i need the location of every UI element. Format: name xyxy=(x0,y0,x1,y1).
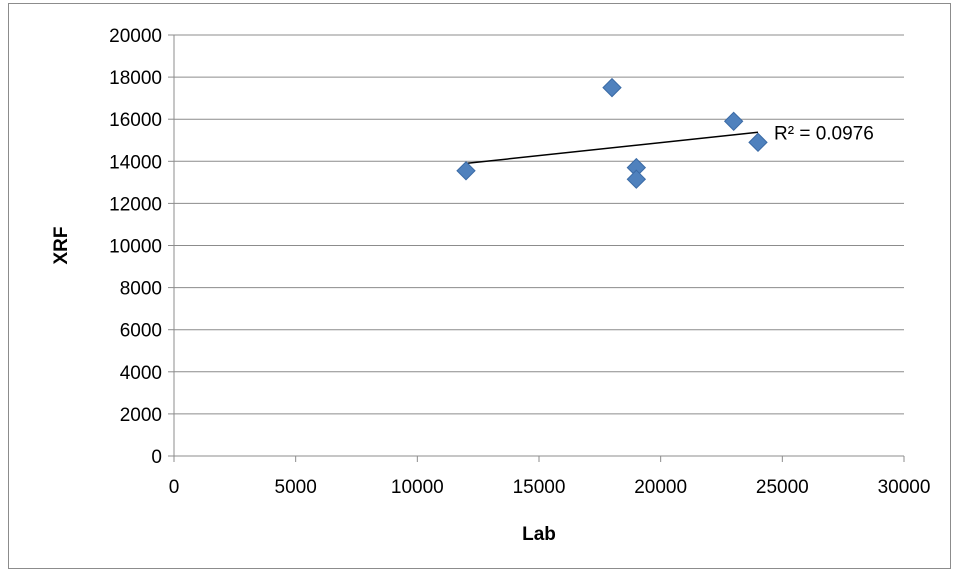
x-axis-ticks: 0 5000 10000 15000 20000 25000 30000 xyxy=(169,456,931,498)
y-axis-title: XRF xyxy=(51,227,72,265)
trendline xyxy=(465,131,759,165)
y-tick-label: 4000 xyxy=(120,363,162,384)
y-tick-label: 12000 xyxy=(109,194,162,215)
x-tick-label: 30000 xyxy=(878,477,931,498)
y-tick-label: 18000 xyxy=(109,68,162,89)
y-tick-label: 0 xyxy=(151,447,162,468)
trendline-group xyxy=(465,131,759,165)
y-tick-label: 20000 xyxy=(109,26,162,47)
x-tick-label: 0 xyxy=(169,477,180,498)
x-tick-label: 10000 xyxy=(391,477,444,498)
y-tick-label: 6000 xyxy=(120,321,162,342)
x-tick-label: 20000 xyxy=(634,477,687,498)
chart-area xyxy=(8,3,951,569)
gridlines xyxy=(174,34,904,415)
data-point xyxy=(748,132,768,153)
y-axis-ticks: 0 2000 4000 6000 8000 10000 12000 14000 16000 180… xyxy=(109,26,174,468)
y-tick-label: 8000 xyxy=(120,279,162,300)
r-squared-label: R² = 0.0976 xyxy=(774,123,874,144)
data-point xyxy=(626,169,647,189)
data-point xyxy=(723,111,744,132)
x-axis-title: Lab xyxy=(522,524,556,545)
data-point xyxy=(602,77,622,98)
data-point xyxy=(456,161,476,181)
x-tick-label: 5000 xyxy=(275,477,317,498)
x-tick-label: 15000 xyxy=(513,477,566,498)
y-tick-label: 10000 xyxy=(109,237,162,258)
x-tick-label: 25000 xyxy=(756,477,809,498)
y-tick-label: 2000 xyxy=(120,405,162,426)
data-points xyxy=(456,77,768,189)
y-tick-label: 16000 xyxy=(109,110,162,131)
y-tick-label: 14000 xyxy=(109,152,162,173)
